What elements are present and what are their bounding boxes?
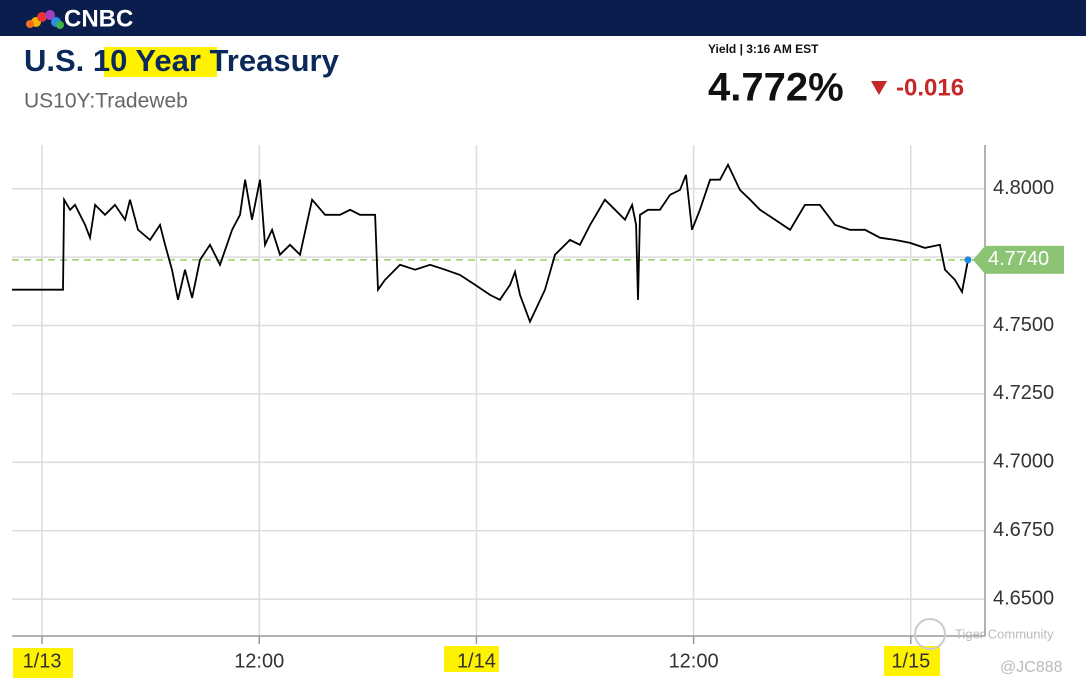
y-tick-label: 4.7250 — [993, 382, 1054, 404]
watermark-logo — [914, 618, 946, 650]
watermark: @JC888 — [1000, 659, 1063, 676]
x-tick-label: 1/15 — [891, 650, 930, 672]
x-tick-label: 12:00 — [669, 650, 719, 672]
price-line — [12, 162, 969, 325]
brand: CNBC — [64, 5, 133, 32]
peacock-logo — [26, 10, 64, 29]
last-point — [964, 256, 972, 264]
x-tick-label: 1/13 — [23, 650, 62, 672]
down-arrow — [871, 81, 887, 95]
last-value-label: 4.7740 — [988, 248, 1049, 270]
y-tick-label: 4.7000 — [993, 451, 1054, 473]
highlight — [884, 646, 940, 676]
watermark: Tiger Community — [955, 626, 1054, 641]
y-tick-label: 4.7500 — [993, 314, 1054, 336]
last-value-tag — [973, 245, 1064, 274]
quote-price: 4.772% — [708, 66, 844, 110]
top-bar — [0, 0, 1086, 36]
y-tick-label: 4.6500 — [993, 587, 1054, 609]
y-tick-label: 4.6750 — [993, 519, 1054, 541]
y-tick-label: 4.8000 — [993, 177, 1054, 199]
chart-title: U.S. 10 Year Treasury — [24, 43, 340, 78]
chart-subtitle: US10Y:Tradeweb — [24, 90, 188, 113]
x-tick-label: 1/14 — [457, 650, 496, 672]
x-tick-label: 12:00 — [234, 650, 284, 672]
plot: 4.65004.67504.70004.72504.75004.77504.80… — [12, 145, 1064, 672]
highlight — [104, 47, 217, 77]
highlight — [444, 646, 499, 672]
quote-change: -0.016 — [896, 74, 964, 101]
highlight — [13, 648, 73, 678]
quote-label: Yield | 3:16 AM EST — [708, 42, 819, 56]
